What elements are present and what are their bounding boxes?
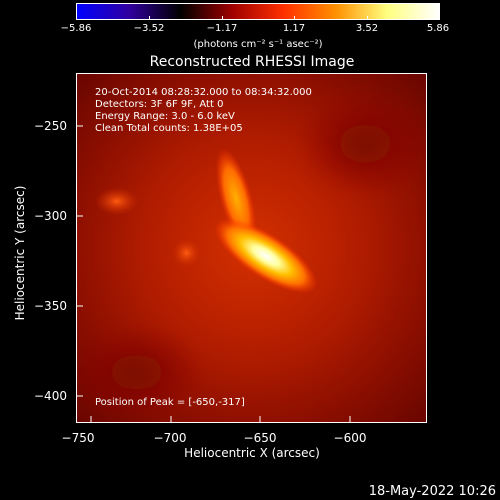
colorbar-tick-label: −5.86 xyxy=(60,23,92,34)
y-tick-label: −300 xyxy=(34,209,67,223)
peak-position: Position of Peak = [-650,-317] xyxy=(95,397,245,408)
colorbar-tick xyxy=(222,16,223,20)
colorbar-units: (photons cm⁻² s⁻¹ asec⁻²) xyxy=(193,39,323,50)
minor-source xyxy=(94,187,139,216)
info-energy: Energy Range: 3.0 - 6.0 keV xyxy=(95,111,235,122)
y-tick-label: −350 xyxy=(34,299,67,313)
plot-title: Reconstructed RHESSI Image xyxy=(149,54,355,70)
info-detectors: Detectors: 3F 6F 9F, Att 0 xyxy=(95,99,224,110)
colorbar xyxy=(76,3,440,20)
y-axis-label: Heliocentric Y (arcsec) xyxy=(13,185,27,321)
colorbar-tick-label: 5.86 xyxy=(426,23,450,34)
x-tick-label: −700 xyxy=(153,431,187,445)
colorbar-tick-label: 3.52 xyxy=(355,23,379,34)
peak-source xyxy=(214,218,318,294)
image-panel: 20-Oct-2014 08:28:32.000 to 08:34:32.000… xyxy=(76,73,427,423)
rhessi-image xyxy=(77,74,426,422)
timestamp: 18-May-2022 10:26 xyxy=(368,484,496,499)
colorbar-tick xyxy=(294,16,295,20)
x-tick-label: −750 xyxy=(61,431,95,445)
colorbar-tick-label: 1.17 xyxy=(282,23,306,34)
colorbar-tick xyxy=(438,16,439,20)
dim-region xyxy=(295,88,426,199)
minor-source xyxy=(172,239,201,267)
colorbar-tick xyxy=(149,16,150,20)
info-clean: Clean Total counts: 1.38E+05 xyxy=(95,123,243,134)
x-tick-label: −650 xyxy=(243,431,277,445)
y-tick-label: −250 xyxy=(34,119,67,133)
colorbar-tick xyxy=(76,16,77,20)
info-time: 20-Oct-2014 08:28:32.000 to 08:34:32.000 xyxy=(95,87,312,98)
y-tick-label: −400 xyxy=(34,389,67,403)
x-tick-label: −600 xyxy=(333,431,367,445)
dim-region xyxy=(77,322,207,422)
x-axis-label: Heliocentric X (arcsec) xyxy=(184,446,320,460)
colorbar-tick-label: −1.17 xyxy=(206,23,238,34)
colorbar-tick xyxy=(367,16,368,20)
colorbar-tick-label: −3.52 xyxy=(133,23,165,34)
